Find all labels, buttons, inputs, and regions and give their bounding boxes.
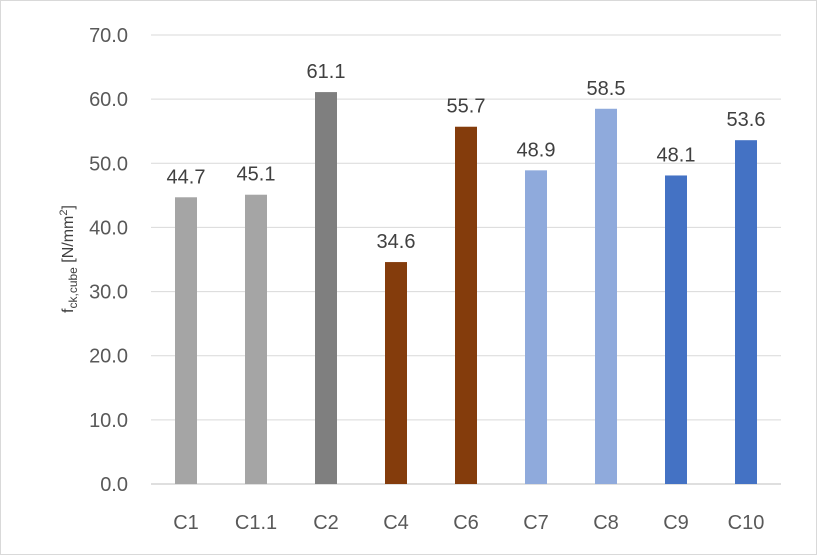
y-tick-label: 50.0 bbox=[89, 153, 128, 175]
y-tick-label: 10.0 bbox=[89, 410, 128, 432]
y-tick-label: 70.0 bbox=[89, 25, 128, 47]
data-label: 61.1 bbox=[307, 61, 346, 83]
y-tick-label: 20.0 bbox=[89, 346, 128, 368]
x-tick-label: C6 bbox=[453, 512, 479, 534]
data-label: 44.7 bbox=[167, 166, 206, 188]
x-tick-label: C9 bbox=[663, 512, 689, 534]
y-tick-label: 60.0 bbox=[89, 89, 128, 111]
data-label: 45.1 bbox=[237, 164, 276, 186]
bars bbox=[175, 92, 757, 485]
x-tick-label: C1.1 bbox=[235, 512, 277, 534]
data-label: 48.9 bbox=[517, 139, 556, 161]
data-label: 34.6 bbox=[377, 231, 416, 253]
bar-c8 bbox=[595, 108, 617, 484]
x-tick-label: C2 bbox=[313, 512, 339, 534]
y-tick-label: 30.0 bbox=[89, 282, 128, 304]
data-label: 48.1 bbox=[657, 144, 696, 166]
x-tick-label: C7 bbox=[523, 512, 549, 534]
x-tick-label: C4 bbox=[383, 512, 409, 534]
bar-c1 bbox=[175, 197, 197, 484]
bar-c7 bbox=[525, 170, 547, 484]
data-labels: 44.7 45.1 61.1 34.6 55.7 48.9 58.5 48.1 53.6 bbox=[167, 61, 766, 253]
y-tick-label: 0.0 bbox=[100, 474, 128, 496]
data-label: 55.7 bbox=[447, 96, 486, 118]
x-tick-label: C1 bbox=[173, 512, 199, 534]
bar-c6 bbox=[455, 126, 477, 484]
data-label: 53.6 bbox=[727, 109, 766, 131]
y-axis-title: fck,cube [N/mm2] bbox=[58, 205, 80, 313]
y-tick-label: 40.0 bbox=[89, 217, 128, 239]
x-tick-labels: C1 C1.1 C2 C4 C6 C7 C8 C9 C10 bbox=[173, 512, 764, 534]
bar-c1-1 bbox=[245, 194, 267, 485]
x-tick-label: C8 bbox=[593, 512, 619, 534]
y-tick-labels: 0.0 10.0 20.0 30.0 40.0 50.0 60.0 70.0 bbox=[89, 25, 128, 496]
bar-c10 bbox=[735, 140, 757, 485]
bar-c4 bbox=[385, 262, 407, 484]
x-tick-label: C10 bbox=[728, 512, 765, 534]
data-label: 58.5 bbox=[587, 78, 626, 100]
bar-c9 bbox=[665, 175, 687, 485]
bar-c2 bbox=[315, 92, 337, 484]
